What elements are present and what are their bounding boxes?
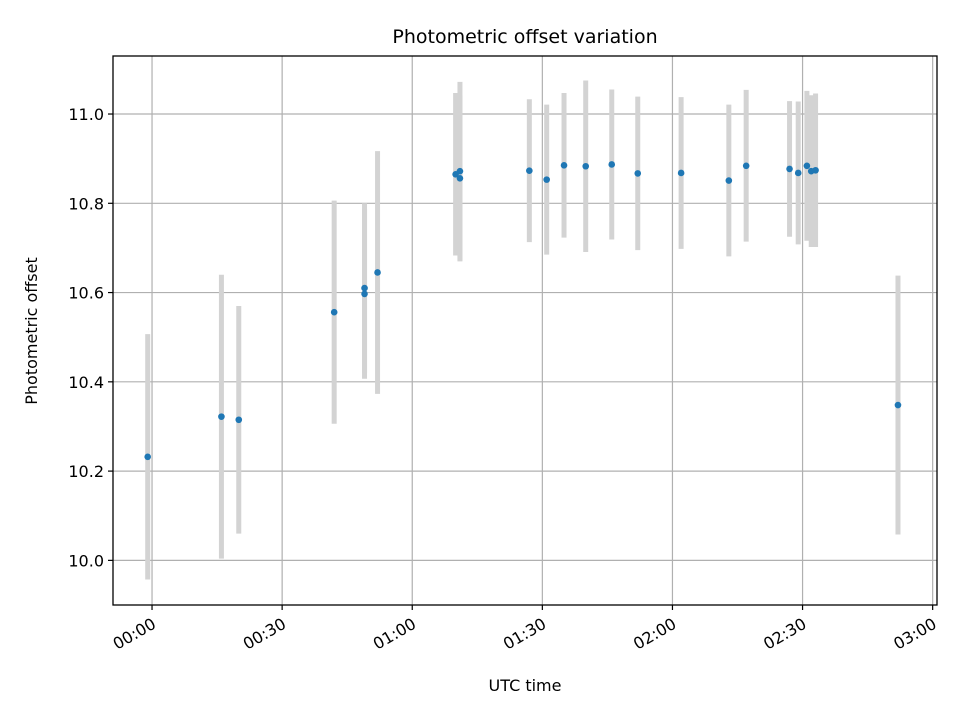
errorbars — [145, 80, 901, 580]
data-point — [456, 167, 464, 175]
data-point — [235, 416, 243, 424]
data-points — [144, 161, 902, 461]
data-point — [218, 413, 225, 420]
x-tick-label: 02:30 — [760, 614, 809, 654]
data-point — [374, 269, 381, 276]
plot-frame — [112, 55, 938, 606]
chart-title: Photometric offset variation — [392, 26, 657, 48]
y-tick-label: 10.4 — [68, 373, 104, 392]
data-point — [786, 165, 793, 173]
data-point — [361, 290, 368, 298]
data-point — [582, 162, 590, 170]
y-axis-title: Photometric offset — [22, 257, 41, 405]
x-tick-label: 03:00 — [890, 614, 939, 654]
data-point — [794, 169, 802, 177]
data-point — [456, 174, 464, 182]
data-point — [608, 161, 616, 168]
y-axis-ticks: 10.0 10.2 10.4 10.6 10.8 11.0 — [68, 105, 113, 570]
y-tick-label: 10.0 — [68, 551, 104, 570]
data-point — [725, 177, 733, 184]
data-point — [634, 170, 642, 177]
data-point — [803, 162, 811, 170]
x-tick-label: 01:30 — [500, 614, 549, 654]
y-tick-label: 10.6 — [68, 284, 104, 303]
data-point — [543, 176, 550, 183]
y-tick-label: 10.2 — [68, 462, 104, 481]
data-point — [144, 453, 151, 461]
x-tick-label: 00:30 — [240, 614, 289, 654]
data-point — [330, 308, 338, 316]
y-tick-label: 10.8 — [68, 194, 104, 213]
data-point — [526, 167, 533, 175]
data-point — [560, 162, 568, 169]
x-axis-ticks: 00:00 00:30 01:00 01:30 02:00 02:30 03:00 — [110, 605, 940, 654]
data-point — [894, 401, 902, 409]
x-tick-label: 00:00 — [110, 614, 159, 654]
data-point — [812, 166, 819, 174]
data-point — [742, 162, 750, 170]
data-point — [361, 284, 368, 292]
x-tick-label: 02:00 — [630, 614, 679, 654]
data-point — [677, 169, 685, 177]
x-axis-title: UTC time — [489, 676, 562, 695]
y-tick-label: 11.0 — [68, 105, 104, 124]
x-tick-label: 01:00 — [370, 614, 419, 654]
